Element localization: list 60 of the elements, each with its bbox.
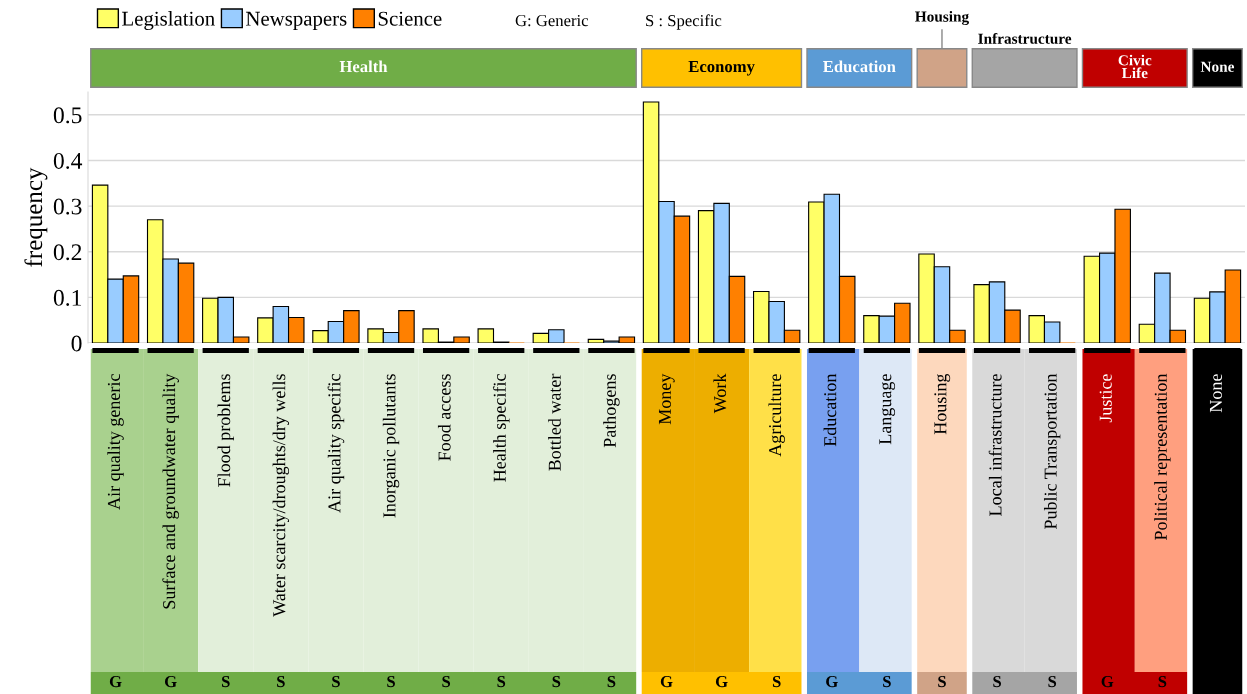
text: S (442, 675, 451, 688)
text: S (993, 675, 1001, 688)
x-tick-label: Housing (934, 373, 951, 435)
text: Infrastructure (978, 32, 1072, 44)
x-tick-label: Language (879, 374, 896, 445)
text: Economy (688, 61, 755, 76)
x-tick-label: None (1209, 374, 1222, 413)
text: G (826, 675, 838, 688)
text: S (1158, 675, 1167, 688)
x-tick-label: Education (823, 373, 837, 447)
x-tick-label: Health specific (492, 374, 510, 482)
text: G (715, 675, 728, 688)
x-tick-label: Flood problems (217, 374, 234, 487)
x-tick-label: Agriculture (768, 374, 785, 457)
legend-label: Legislation (122, 11, 215, 30)
x-tick-label: Money (658, 373, 675, 425)
text: G (1101, 675, 1114, 688)
x-tick-label: Public Transportation (1043, 373, 1061, 530)
text: S (772, 675, 781, 688)
y-tick-label: 0.1 (53, 289, 82, 306)
y-tick-label: 0.3 (53, 198, 82, 215)
legend-label: Science (378, 11, 442, 26)
x-tick-label: Water scarcity/droughts/dry wells (272, 374, 290, 617)
y-axis-title: frequency (24, 167, 48, 267)
x-tick-label: Air quality specific (327, 374, 345, 513)
text: G (164, 675, 177, 688)
text: S (332, 675, 340, 688)
text: G (660, 675, 673, 688)
x-tick-label: Justice (1099, 374, 1112, 423)
x-tick-label: Work (713, 373, 727, 414)
x-tick-label: Surface and groundwater quality (162, 373, 179, 609)
text: S (938, 675, 946, 688)
text: Health (339, 60, 388, 73)
text: None (1200, 61, 1235, 72)
text: S : Specific (646, 14, 722, 30)
y-tick-label: 0.2 (53, 244, 82, 261)
legend-label: Newspapers (246, 11, 347, 30)
x-tick-label: Local infrastructure (988, 374, 1002, 516)
text: G (109, 675, 122, 688)
x-tick-label: Inorganic pollutants (382, 374, 400, 518)
text: S (497, 675, 506, 688)
text: S (883, 675, 891, 688)
text: S (221, 675, 230, 688)
text: Education (823, 60, 896, 73)
x-tick-label: Bottled water (548, 373, 561, 471)
text: G: Generic (515, 14, 589, 27)
text: S (387, 675, 395, 688)
text: S (607, 675, 616, 688)
x-tick-label: Air quality generic (107, 374, 124, 510)
text: S (552, 675, 561, 688)
text: S (277, 675, 285, 688)
text: Housing (915, 11, 969, 25)
x-tick-label: Food access (437, 374, 451, 461)
text: S (1048, 675, 1057, 688)
x-tick-label: Pathogens (603, 374, 620, 448)
y-tick-label: 0.4 (53, 152, 83, 169)
y-tick-label: 0.5 (53, 107, 82, 124)
x-tick-label: Political representation (1154, 373, 1171, 540)
text: Civic Life (1118, 54, 1152, 79)
y-tick-label: 0 (71, 335, 82, 352)
